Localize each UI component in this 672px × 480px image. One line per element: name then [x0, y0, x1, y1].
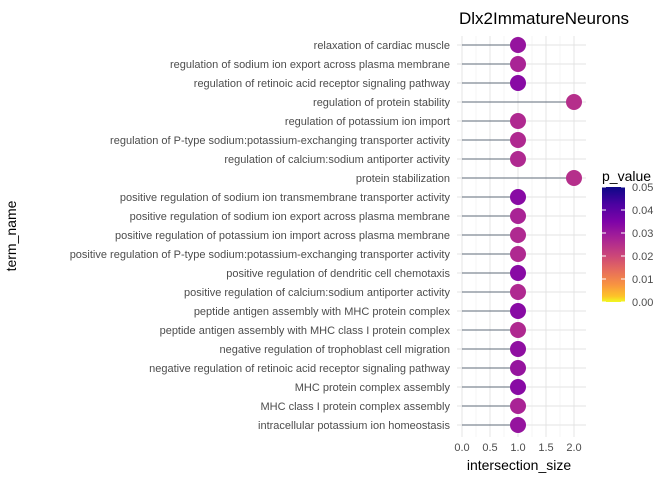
data-point	[510, 322, 526, 338]
y-tick-label: positive regulation of dendritic cell ch…	[226, 268, 450, 280]
legend-title: p_value	[602, 168, 651, 184]
y-axis-label: term_name	[3, 200, 19, 271]
data-point	[510, 398, 526, 414]
data-point	[510, 151, 526, 167]
y-tick-labels: relaxation of cardiac muscle regulation o…	[70, 40, 451, 432]
legend-tick-label: 0.03	[632, 228, 653, 240]
x-tick-label: 2.0	[566, 442, 581, 454]
y-tick-label: negative regulation of trophoblast cell …	[219, 344, 450, 356]
x-axis-label: intersection_size	[467, 457, 571, 473]
data-point	[510, 265, 526, 281]
stems	[462, 44, 574, 426]
data-point	[510, 37, 526, 53]
data-point	[510, 113, 526, 129]
data-point	[510, 208, 526, 224]
x-tick-label: 1.0	[510, 442, 525, 454]
y-tick-label: positive regulation of sodium ion transm…	[120, 192, 451, 204]
y-tick-label: regulation of P-type sodium:potassium-ex…	[110, 135, 450, 147]
data-point	[510, 379, 526, 395]
data-point	[566, 94, 582, 110]
y-tick-label: regulation of calcium:sodium antiporter …	[224, 154, 450, 166]
x-tick-label: 0.0	[454, 442, 469, 454]
y-tick-label: relaxation of cardiac muscle	[314, 40, 450, 52]
data-point	[510, 132, 526, 148]
y-tick-label: positive regulation of calcium:sodium an…	[184, 287, 450, 299]
y-tick-label: intracellular potassium ion homeostasis	[258, 420, 450, 432]
data-point	[566, 170, 582, 186]
legend-tick-label: 0.01	[632, 274, 653, 286]
data-point	[510, 360, 526, 376]
data-point	[510, 284, 526, 300]
points	[510, 37, 582, 433]
x-tick-label: 0.5	[482, 442, 497, 454]
data-point	[510, 303, 526, 319]
data-point	[510, 417, 526, 433]
y-tick-label: negative regulation of retinoic acid rec…	[149, 363, 450, 375]
y-tick-label: regulation of sodium ion export across p…	[170, 59, 450, 71]
data-point	[510, 227, 526, 243]
chart-title: Dlx2ImmatureNeurons	[459, 9, 629, 28]
data-point	[510, 75, 526, 91]
data-point	[510, 341, 526, 357]
y-tick-label: peptide antigen assembly with MHC protei…	[194, 306, 451, 318]
data-point	[510, 56, 526, 72]
y-tick-label: regulation of retinoic acid receptor sig…	[194, 78, 451, 90]
legend-colorbar	[602, 187, 625, 302]
x-tick-labels: 0.0 0.5 1.0 1.5 2.0	[454, 442, 581, 454]
y-tick-label: protein stabilization	[356, 173, 450, 185]
legend-tick-label: 0.04	[632, 205, 653, 217]
y-tick-label: regulation of potassium ion import	[285, 116, 450, 128]
color-legend: p_value 0.05 0.04 0.03 0.02 0.01 0.00	[602, 168, 653, 309]
x-tick-label: 1.5	[538, 442, 553, 454]
legend-ticks: 0.05 0.04 0.03 0.02 0.01 0.00	[602, 182, 653, 309]
legend-tick-label: 0.00	[632, 297, 653, 309]
y-tick-label: MHC protein complex assembly	[295, 382, 451, 394]
y-tick-label: peptide antigen assembly with MHC class …	[160, 325, 451, 337]
y-tick-label: positive regulation of potassium ion imp…	[115, 230, 450, 242]
data-point	[510, 246, 526, 262]
y-tick-label: positive regulation of sodium ion export…	[130, 211, 450, 223]
y-tick-label: MHC class I protein complex assembly	[260, 401, 450, 413]
y-tick-label: positive regulation of P-type sodium:pot…	[70, 249, 451, 261]
legend-tick-label: 0.05	[632, 182, 653, 194]
data-point	[510, 189, 526, 205]
y-tick-label: regulation of protein stability	[313, 97, 450, 109]
legend-tick-label: 0.02	[632, 251, 653, 263]
